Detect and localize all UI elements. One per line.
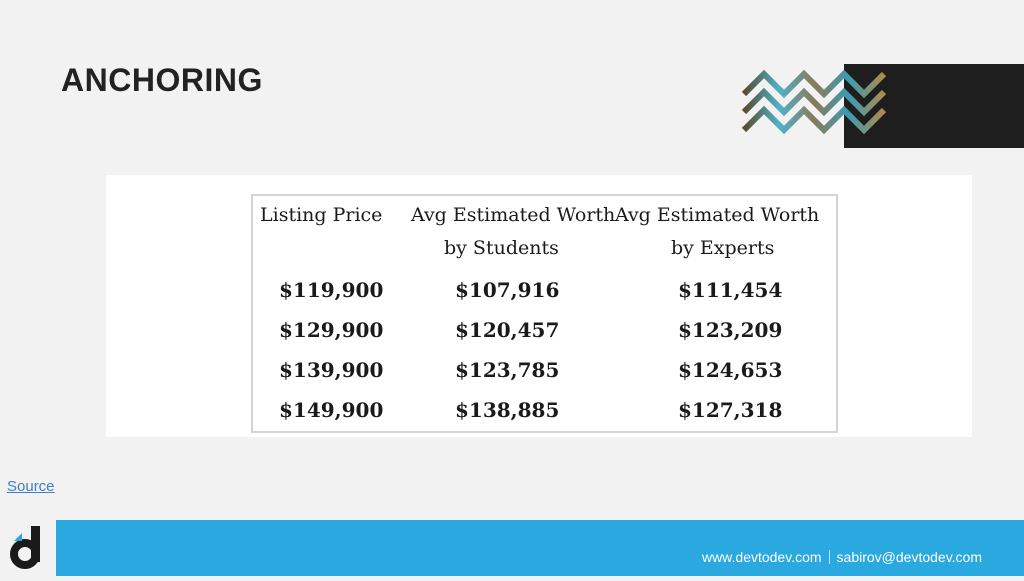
table-row: $119,900 $107,916 $111,454 — [253, 278, 836, 308]
table-cell: $129,900 — [279, 318, 384, 342]
table-cell: $138,885 — [455, 398, 560, 422]
data-table: Listing Price Avg Estimated Worth Avg Es… — [251, 194, 838, 433]
table-header: Avg Estimated Worth — [411, 204, 616, 226]
table-header-row: by Students by Experts — [253, 237, 836, 267]
table-cell: $123,785 — [455, 358, 560, 382]
table-cell: $127,318 — [678, 398, 783, 422]
devtodev-logo — [0, 520, 56, 576]
table-row: $149,900 $138,885 $127,318 — [253, 398, 836, 428]
table-cell: $139,900 — [279, 358, 384, 382]
table-cell: $120,457 — [455, 318, 560, 342]
table-cell: $107,916 — [455, 278, 560, 302]
table-header-subline: by Students — [444, 237, 559, 259]
footer-divider — [828, 550, 830, 564]
footer-contact: www.devtodev.com sabirov@devtodev.com — [702, 549, 982, 565]
zigzag-pattern-icon — [741, 64, 1024, 148]
slide-title: ANCHORING — [61, 62, 263, 98]
table-cell: $111,454 — [678, 278, 783, 302]
table-row: $129,900 $120,457 $123,209 — [253, 318, 836, 348]
table-header: Avg Estimated Worth — [615, 204, 820, 226]
data-table-image: Listing Price Avg Estimated Worth Avg Es… — [106, 175, 972, 437]
table-header-row: Listing Price Avg Estimated Worth Avg Es… — [253, 204, 836, 234]
footer-bar: www.devtodev.com sabirov@devtodev.com — [56, 520, 1024, 576]
table-cell: $124,653 — [678, 358, 783, 382]
table-row: $139,900 $123,785 $124,653 — [253, 358, 836, 388]
footer-website: www.devtodev.com — [701, 549, 822, 565]
table-header: Listing Price — [260, 204, 383, 226]
table-cell: $119,900 — [279, 278, 384, 302]
footer-email: sabirov@devtodev.com — [836, 549, 982, 565]
devtodev-d-logo-icon — [10, 526, 40, 569]
table-header-subline: by Experts — [671, 237, 775, 259]
table-cell: $149,900 — [279, 398, 384, 422]
source-link[interactable]: Source — [7, 478, 55, 495]
table-cell: $123,209 — [678, 318, 783, 342]
